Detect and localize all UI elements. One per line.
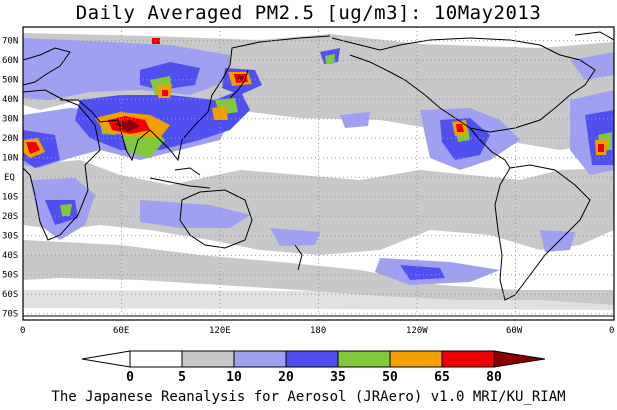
lat-tick-label: 20N	[2, 134, 18, 144]
lat-tick-label: 40S	[2, 251, 18, 261]
map-gridlines	[23, 27, 614, 320]
coastlines	[23, 31, 614, 317]
colorbar-swatch	[129, 350, 183, 368]
lat-tick-label: 60N	[2, 56, 18, 66]
credit-footer: The Japanese Reanalysis for Aerosol (JRA…	[51, 389, 566, 405]
colorbar	[81, 350, 546, 368]
colorbar-label: 0	[126, 370, 134, 385]
lat-axis: 70N 60N 50N 40N 30N 20N 10N EQ 10S 20S 3…	[2, 37, 18, 320]
lat-tick-label: 70S	[2, 310, 18, 320]
lon-axis: 0 60E 120E 180 120W 60W 0	[20, 326, 614, 336]
colorbar-label: 80	[486, 370, 502, 385]
map-title: Daily Averaged PM2.5 [ug/m3]: 10May2013	[75, 2, 542, 24]
lat-tick-label: 60S	[2, 290, 18, 300]
lon-tick-label: 60W	[506, 326, 523, 336]
colorbar-swatch	[389, 350, 443, 368]
lon-tick-label: 120E	[209, 326, 231, 336]
colorbar-swatch	[233, 350, 287, 368]
lat-tick-label: 50N	[2, 76, 18, 86]
colorbar-label: 50	[382, 370, 398, 385]
plot-frame	[22, 26, 615, 321]
lat-tick-label: 10S	[2, 193, 18, 203]
lon-tick-label: 60E	[113, 326, 129, 336]
lat-tick-label: 10N	[2, 154, 18, 164]
lon-tick-label: 120W	[406, 326, 428, 336]
colorbar-swatch	[181, 350, 235, 368]
lat-tick-label: 30S	[2, 232, 18, 242]
lon-tick-label: 0	[609, 326, 614, 336]
colorbar-swatch	[441, 350, 495, 368]
lat-tick-label: EQ	[4, 173, 15, 183]
colorbar-swatch	[285, 350, 339, 368]
lat-tick-label: 40N	[2, 95, 18, 105]
lat-tick-label: 30N	[2, 115, 18, 125]
lon-tick-label: 180	[310, 326, 326, 336]
lat-tick-label: 20S	[2, 212, 18, 222]
colorbar-label: 10	[226, 370, 242, 385]
lat-tick-label: 50S	[2, 271, 18, 281]
colorbar-labels: 0 5 10 20 35 50 65 80	[126, 370, 502, 385]
colorbar-swatch	[81, 350, 131, 368]
colorbar-swatch	[337, 350, 391, 368]
colorbar-label: 5	[178, 370, 186, 385]
lon-tick-label: 0	[20, 326, 25, 336]
colorbar-label: 20	[278, 370, 294, 385]
colorbar-swatch	[493, 350, 546, 368]
colorbar-label: 35	[330, 370, 346, 385]
lat-tick-label: 70N	[2, 37, 18, 47]
colorbar-label: 65	[434, 370, 450, 385]
